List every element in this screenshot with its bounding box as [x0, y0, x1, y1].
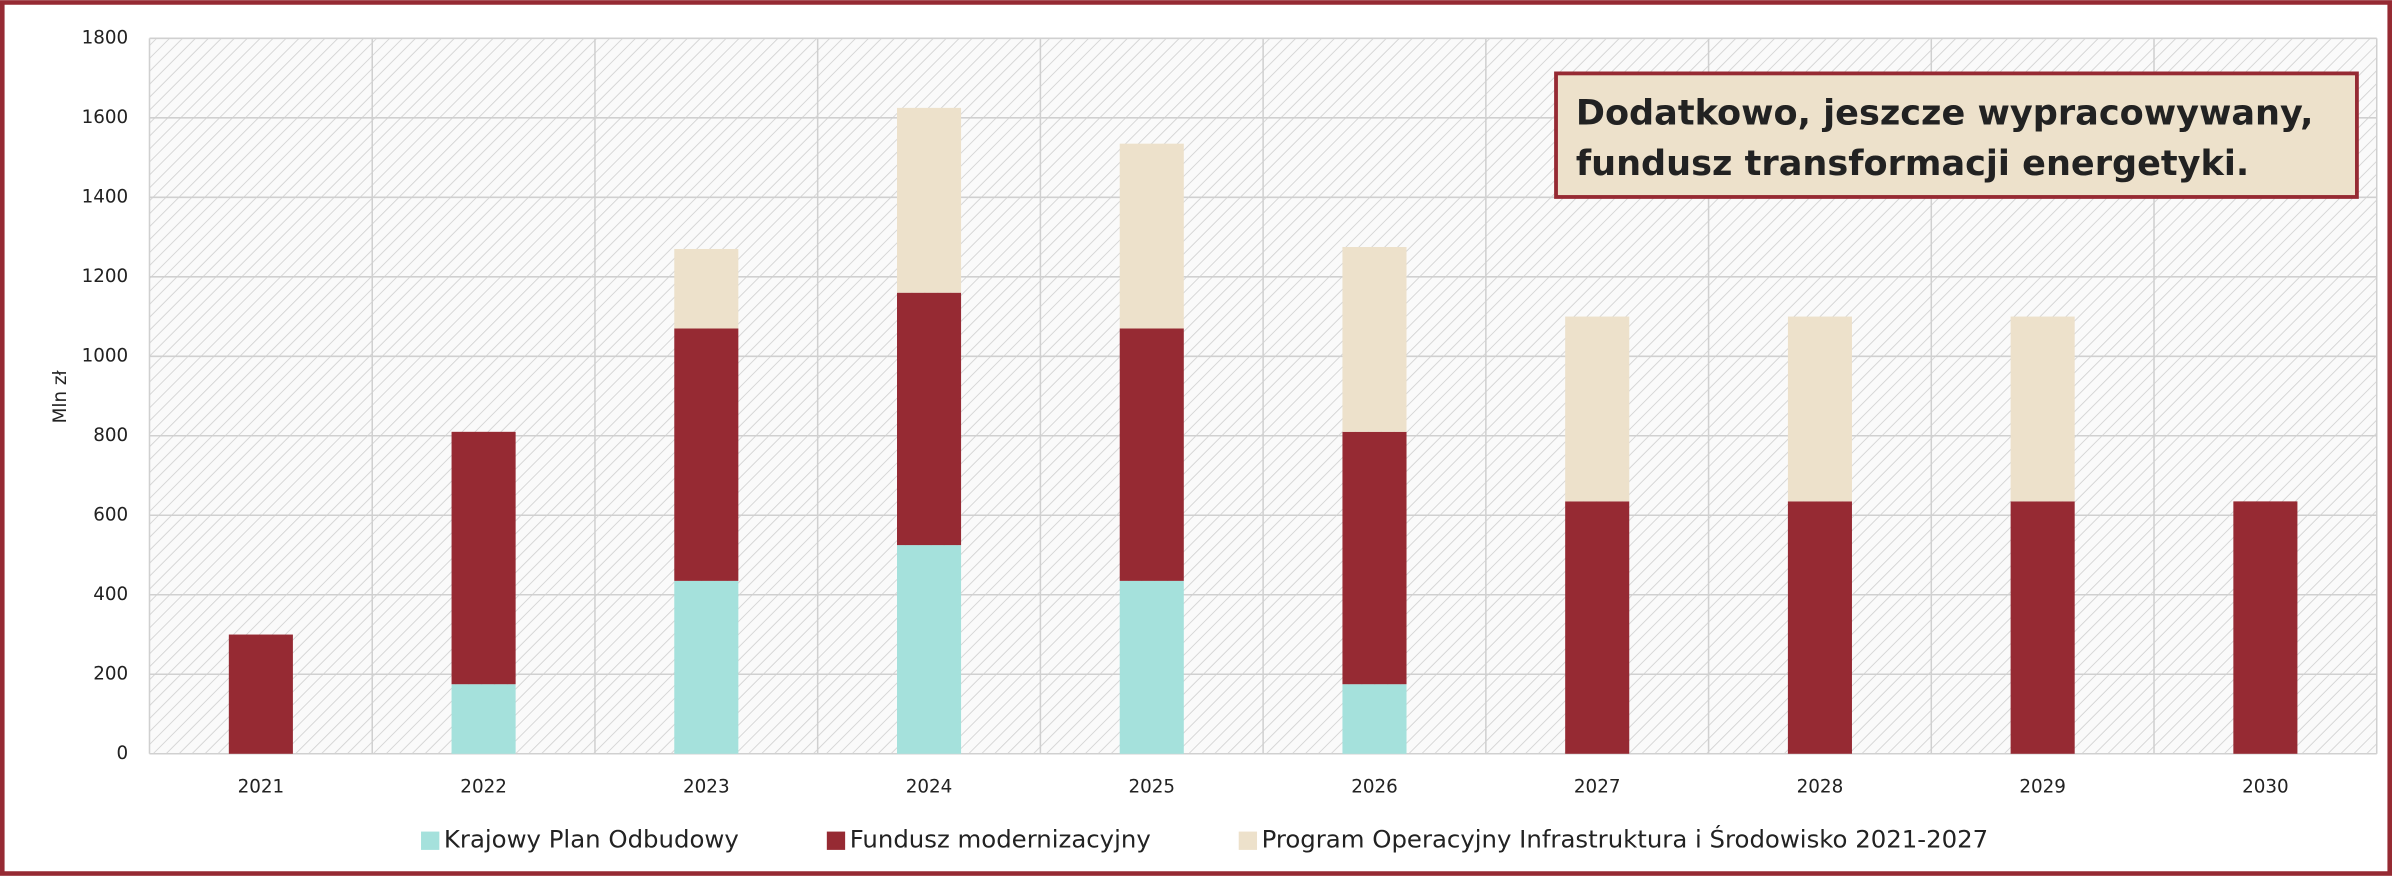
bar-segment — [674, 248, 739, 329]
bar-segment — [674, 328, 739, 581]
y-tick-label: 1600 — [82, 107, 129, 128]
bar-segment — [1342, 246, 1407, 432]
bar-segment — [1119, 143, 1184, 329]
x-tick-label: 2022 — [460, 776, 507, 797]
y-tick-label: 0 — [116, 743, 128, 764]
x-tick-label: 2030 — [2242, 776, 2289, 797]
bar-segment — [1565, 501, 1630, 754]
bar-segment — [2010, 501, 2075, 754]
legend-label: Program Operacyjny Infrastruktura i Środ… — [1262, 824, 1989, 854]
bar-segment — [1565, 316, 1630, 502]
legend-label: Krajowy Plan Odbudowy — [444, 825, 739, 854]
bar-segment — [1342, 684, 1407, 754]
y-tick-label: 1200 — [82, 266, 129, 287]
legend-swatch — [421, 831, 440, 850]
x-tick-label: 2021 — [238, 776, 285, 797]
y-tick-label: 1400 — [82, 186, 129, 207]
y-tick-label: 800 — [93, 425, 128, 446]
bar-segment — [897, 545, 962, 754]
bar-segment — [451, 431, 516, 685]
bar-segment — [1787, 316, 1852, 502]
bar-segment — [1119, 328, 1184, 581]
bar-segment — [2010, 316, 2075, 502]
bar-segment — [1342, 431, 1407, 685]
x-tick-label: 2029 — [2019, 776, 2066, 797]
x-tick-label: 2027 — [1574, 776, 1621, 797]
bar-segment — [2233, 501, 2298, 754]
x-tick-label: 2028 — [1797, 776, 1844, 797]
annotation: fundusz transformacji energetyki. — [1576, 143, 2249, 184]
y-tick-label: 600 — [93, 504, 128, 525]
legend-swatch — [1238, 831, 1258, 850]
annotation-box — [1554, 71, 2359, 199]
bar-segment — [674, 580, 739, 754]
y-tick-label: 400 — [93, 584, 128, 605]
x-tick-label: 2024 — [906, 776, 953, 797]
bar-segment — [897, 292, 962, 546]
bar-segment — [897, 107, 962, 293]
y-tick-label: 200 — [93, 663, 128, 684]
bar-segment — [1119, 580, 1184, 754]
y-tick-label: 1000 — [82, 345, 129, 366]
x-tick-label: 2026 — [1351, 776, 1398, 797]
x-tick-label: 2025 — [1128, 776, 1175, 797]
y-axis-label: Mln zł — [50, 369, 71, 423]
bar-segment — [1787, 501, 1852, 754]
annotation: Dodatkowo, jeszcze wypracowywany, — [1576, 93, 2314, 134]
bar-segment — [228, 634, 293, 754]
y-tick-label: 1800 — [82, 27, 129, 48]
legend-swatch — [826, 831, 846, 850]
bar-segment — [451, 684, 516, 754]
x-tick-label: 2023 — [683, 776, 730, 797]
legend-label: Fundusz modernizacyjny — [850, 825, 1151, 854]
